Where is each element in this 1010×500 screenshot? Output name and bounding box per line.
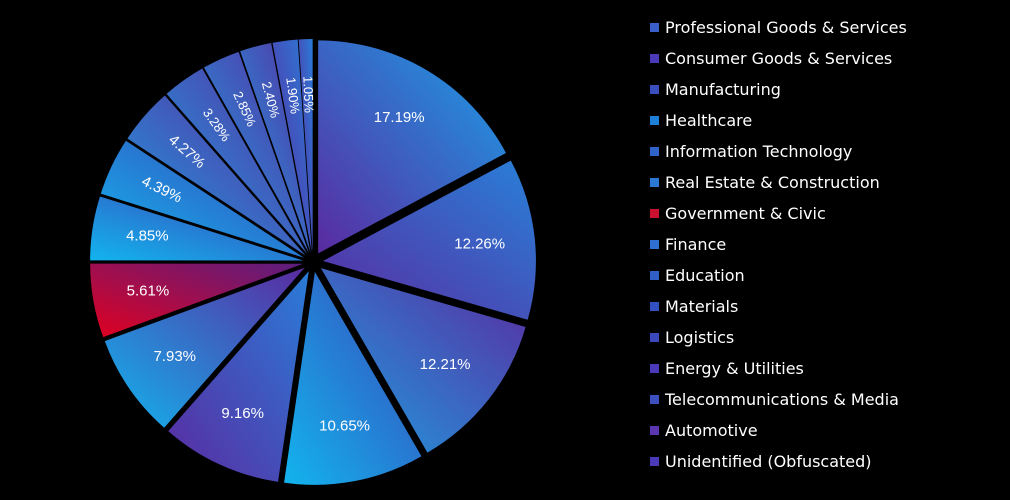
chart-legend: Professional Goods & Services Consumer Go… xyxy=(650,12,907,477)
pie-slice xyxy=(127,95,306,256)
legend-item: Materials xyxy=(650,291,907,322)
legend-item: Education xyxy=(650,260,907,291)
legend-swatch xyxy=(650,209,659,218)
slice-label: 12.21% xyxy=(420,356,471,373)
pie-slice xyxy=(166,68,308,254)
legend-swatch xyxy=(650,302,659,311)
pie-slice xyxy=(203,51,309,253)
pie-slice xyxy=(284,271,422,485)
legend-item: Consumer Goods & Services xyxy=(650,43,907,74)
slice-label: 12.26% xyxy=(454,235,505,252)
legend-label: Automotive xyxy=(665,421,758,440)
legend-label: Energy & Utilities xyxy=(665,359,804,378)
legend-item: Real Estate & Construction xyxy=(650,167,907,198)
legend-label: Unidentified (Obfuscated) xyxy=(665,452,872,471)
pie-slice xyxy=(90,263,304,338)
legend-swatch xyxy=(650,395,659,404)
legend-label: Manufacturing xyxy=(665,80,781,99)
legend-swatch xyxy=(650,85,659,94)
pie-slice xyxy=(100,140,304,258)
legend-item: Information Technology xyxy=(650,136,907,167)
legend-label: Finance xyxy=(665,235,727,254)
legend-swatch xyxy=(650,54,659,63)
legend-item: Manufacturing xyxy=(650,74,907,105)
legend-label: Government & Civic xyxy=(665,204,826,223)
pie-slice xyxy=(298,39,313,253)
legend-swatch xyxy=(650,178,659,187)
pie-chart: 17.19% 12.26% 12.21% 10.65% 9.16% 7.93% 5.61% 4… xyxy=(90,39,536,485)
pie-slice xyxy=(322,160,536,320)
legend-swatch xyxy=(650,147,659,156)
pie-slice xyxy=(168,271,309,482)
legend-label: Healthcare xyxy=(665,111,753,130)
legend-swatch xyxy=(650,116,659,125)
pie-slice xyxy=(240,42,311,253)
legend-label: Education xyxy=(665,266,745,285)
legend-label: Materials xyxy=(665,297,739,316)
legend-item: Professional Goods & Services xyxy=(650,12,907,43)
pie-slice xyxy=(320,268,526,453)
legend-item: Healthcare xyxy=(650,105,907,136)
slice-label: 7.93% xyxy=(153,348,196,365)
pie-slice xyxy=(318,40,507,254)
legend-swatch xyxy=(650,333,659,342)
legend-label: Logistics xyxy=(665,328,735,347)
legend-item: Unidentified (Obfuscated) xyxy=(650,446,907,477)
legend-label: Telecommunications & Media xyxy=(665,390,899,409)
legend-label: Professional Goods & Services xyxy=(665,18,907,37)
legend-item: Government & Civic xyxy=(650,198,907,229)
slice-label: 1.05% xyxy=(300,76,316,114)
legend-item: Telecommunications & Media xyxy=(650,384,907,415)
slice-label: 1.90% xyxy=(283,76,303,115)
legend-swatch xyxy=(650,457,659,466)
legend-swatch xyxy=(650,23,659,32)
legend-swatch xyxy=(650,240,659,249)
pie-slice xyxy=(90,196,304,261)
slice-label: 17.19% xyxy=(374,109,425,126)
legend-swatch xyxy=(650,426,659,435)
legend-item: Finance xyxy=(650,229,907,260)
pie-slice xyxy=(272,39,312,253)
slice-label: 4.85% xyxy=(126,227,169,244)
slice-label: 9.16% xyxy=(221,405,264,422)
slice-label: 10.65% xyxy=(319,418,370,435)
pie-slice xyxy=(104,267,305,428)
slice-label: 5.61% xyxy=(127,282,170,299)
legend-swatch xyxy=(650,364,659,373)
legend-label: Consumer Goods & Services xyxy=(665,49,893,68)
legend-label: Real Estate & Construction xyxy=(665,173,880,192)
legend-item: Automotive xyxy=(650,415,907,446)
legend-item: Energy & Utilities xyxy=(650,353,907,384)
legend-swatch xyxy=(650,271,659,280)
legend-label: Information Technology xyxy=(665,142,853,161)
legend-item: Logistics xyxy=(650,322,907,353)
